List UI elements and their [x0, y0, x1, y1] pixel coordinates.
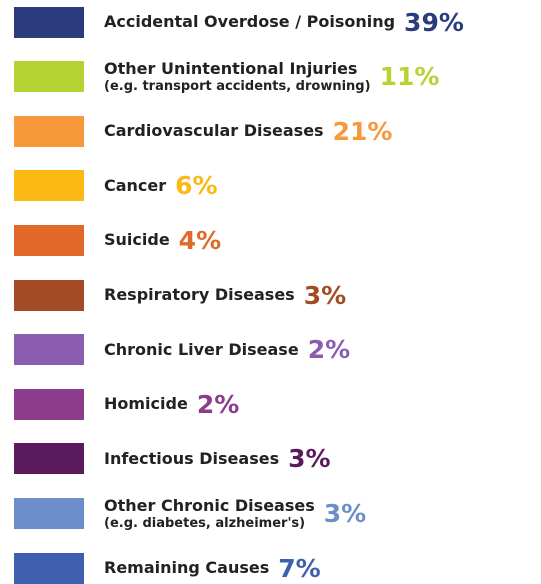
- color-swatch: [14, 552, 84, 584]
- label: Other Chronic Diseases: [104, 495, 315, 515]
- legend-row: Cardiovascular Diseases 21%: [0, 107, 541, 155]
- label: Homicide: [104, 394, 188, 414]
- label-block: Other Chronic Diseases (e.g. diabetes, al…: [104, 496, 315, 531]
- percent: 39%: [404, 7, 464, 37]
- percent: 11%: [379, 62, 440, 92]
- color-swatch: [14, 6, 84, 38]
- color-swatch: [14, 388, 84, 420]
- legend-row: Suicide 4%: [0, 216, 541, 264]
- legend-row: Chronic Liver Disease 2%: [0, 326, 541, 374]
- percent: 6%: [175, 171, 218, 201]
- color-swatch: [14, 334, 84, 366]
- label: Other Unintentional Injuries: [104, 59, 358, 79]
- label-block: Suicide: [104, 230, 170, 250]
- legend-row: Remaining Causes 7%: [0, 544, 541, 584]
- percent: 4%: [178, 225, 222, 255]
- percent: 3%: [323, 498, 367, 528]
- percent: 21%: [332, 116, 393, 146]
- label-block: Accidental Overdose / Poisoning: [104, 12, 395, 32]
- color-swatch: [14, 115, 84, 147]
- legend-row: Homicide 2%: [0, 380, 541, 428]
- color-swatch: [14, 497, 84, 529]
- color-swatch: [14, 170, 84, 202]
- color-swatch: [14, 443, 84, 475]
- label: Suicide: [104, 230, 170, 250]
- label-block: Remaining Causes: [104, 558, 269, 578]
- label: Remaining Causes: [104, 558, 270, 577]
- label-block: Respiratory Diseases: [104, 285, 295, 305]
- legend-row: Accidental Overdose / Poisoning 39%: [0, 0, 541, 46]
- legend-row: Other Chronic Diseases (e.g. diabetes, al…: [0, 489, 541, 537]
- label: Chronic Liver Disease: [104, 339, 299, 359]
- label-block: Cardiovascular Diseases: [104, 121, 324, 141]
- label: Respiratory Diseases: [104, 285, 295, 304]
- percent: 7%: [278, 553, 321, 583]
- label-block: Chronic Liver Disease: [104, 340, 299, 360]
- label: Accidental Overdose / Poisoning: [104, 12, 396, 31]
- percent: 2%: [307, 335, 351, 365]
- note: (e.g. transport accidents, drowning): [104, 79, 371, 95]
- percent: 3%: [288, 444, 331, 474]
- color-swatch: [14, 224, 84, 256]
- label-block: Other Unintentional Injuries (e.g. transp…: [104, 59, 371, 94]
- legend-row: Respiratory Diseases 3%: [0, 271, 541, 319]
- legend-row: Cancer 6%: [0, 162, 541, 210]
- label-block: Cancer: [104, 176, 166, 196]
- label-block: Homicide: [104, 394, 188, 414]
- label: Infectious Diseases: [104, 448, 280, 468]
- color-swatch: [14, 61, 84, 93]
- percent: 3%: [303, 280, 347, 310]
- legend-row: Other Unintentional Injuries (e.g. transp…: [0, 53, 541, 101]
- label-block: Infectious Diseases: [104, 449, 279, 469]
- legend-row: Infectious Diseases 3%: [0, 435, 541, 483]
- percent: 2%: [196, 389, 240, 419]
- label: Cardiovascular Diseases: [104, 121, 324, 141]
- note: (e.g. diabetes, alzheimer's): [104, 515, 306, 531]
- label: Cancer: [104, 175, 167, 195]
- color-swatch: [14, 279, 84, 311]
